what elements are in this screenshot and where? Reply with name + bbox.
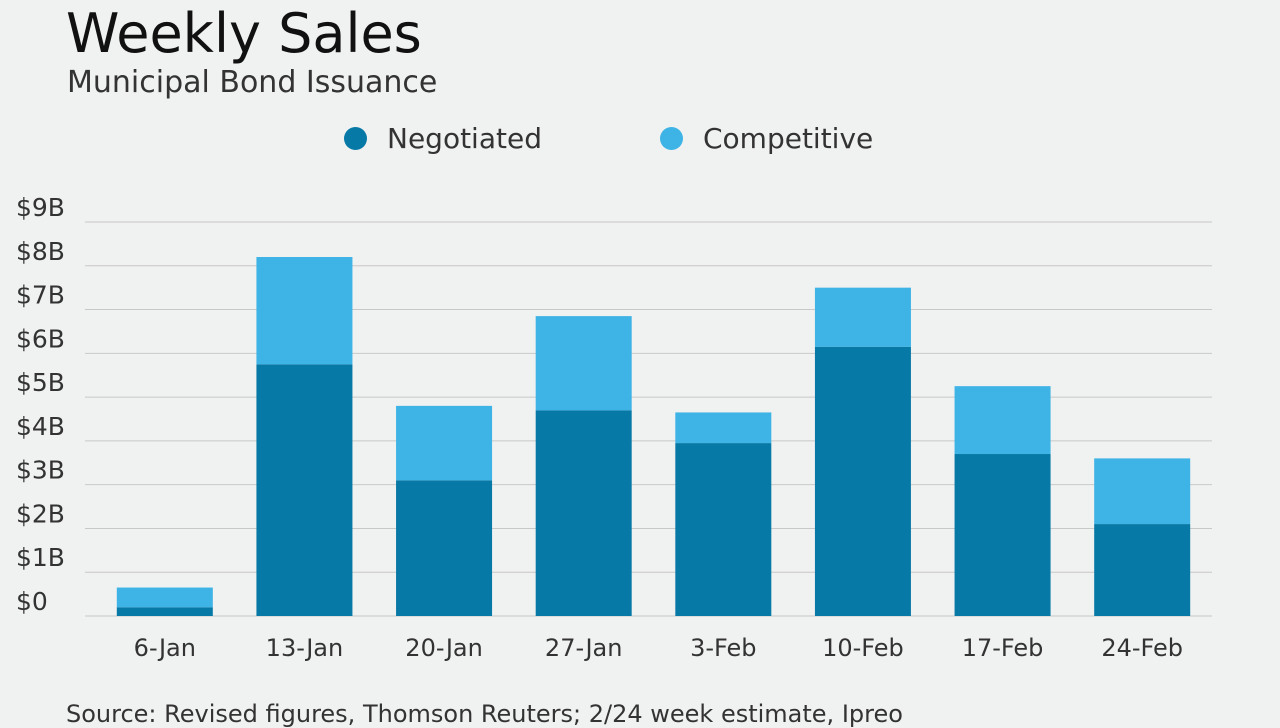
x-tick-label: 10-Feb [822, 634, 904, 662]
bar-competitive [954, 386, 1051, 455]
bar-competitive [396, 405, 493, 481]
chart-subtitle: Municipal Bond Issuance [67, 65, 438, 100]
bar-negotiated [535, 410, 632, 616]
bar-negotiated [954, 454, 1051, 616]
y-tick-label: $4B [16, 412, 65, 441]
y-tick-label: $2B [16, 499, 65, 528]
legend-item-negotiated: Negotiated [344, 122, 542, 155]
legend-item-competitive: Competitive [659, 122, 874, 155]
legend-swatch-negotiated [344, 127, 367, 150]
bar-negotiated [1094, 524, 1191, 616]
x-tick-label: 13-Jan [266, 634, 344, 662]
y-tick-label: $5B [16, 368, 65, 397]
bar-negotiated [675, 443, 772, 616]
x-tick-label: 20-Jan [405, 634, 483, 662]
bar-competitive [675, 412, 772, 444]
bar-negotiated [256, 364, 353, 616]
source-note: Source: Revised figures, Thomson Reuters… [66, 700, 903, 728]
y-tick-label: $6B [16, 324, 65, 353]
y-tick-label: $7B [16, 281, 65, 310]
y-tick-label: $3B [16, 456, 65, 485]
bar-competitive [256, 257, 353, 365]
legend: Negotiated Competitive [344, 122, 991, 155]
bar-competitive [535, 316, 632, 411]
bar-negotiated [814, 346, 911, 616]
x-tick-label: 3-Feb [690, 634, 756, 662]
x-tick-label: 24-Feb [1101, 634, 1183, 662]
bar-competitive [814, 287, 911, 347]
legend-label-competitive: Competitive [702, 122, 874, 155]
y-tick-label: $0 [16, 587, 48, 616]
bar-negotiated [116, 607, 213, 616]
bar-competitive [1094, 458, 1191, 525]
y-tick-label: $8B [16, 237, 65, 266]
legend-label-negotiated: Negotiated [387, 122, 542, 155]
y-tick-label: $9B [16, 193, 65, 222]
x-tick-label: 17-Feb [962, 634, 1044, 662]
bar-competitive [116, 587, 213, 608]
chart-title: Weekly Sales [66, 2, 422, 65]
legend-swatch-competitive [659, 127, 683, 150]
x-tick-label: 27-Jan [545, 634, 623, 662]
y-tick-label: $1B [16, 543, 65, 572]
x-tick-label: 6-Jan [134, 634, 196, 662]
bar-negotiated [396, 480, 493, 616]
